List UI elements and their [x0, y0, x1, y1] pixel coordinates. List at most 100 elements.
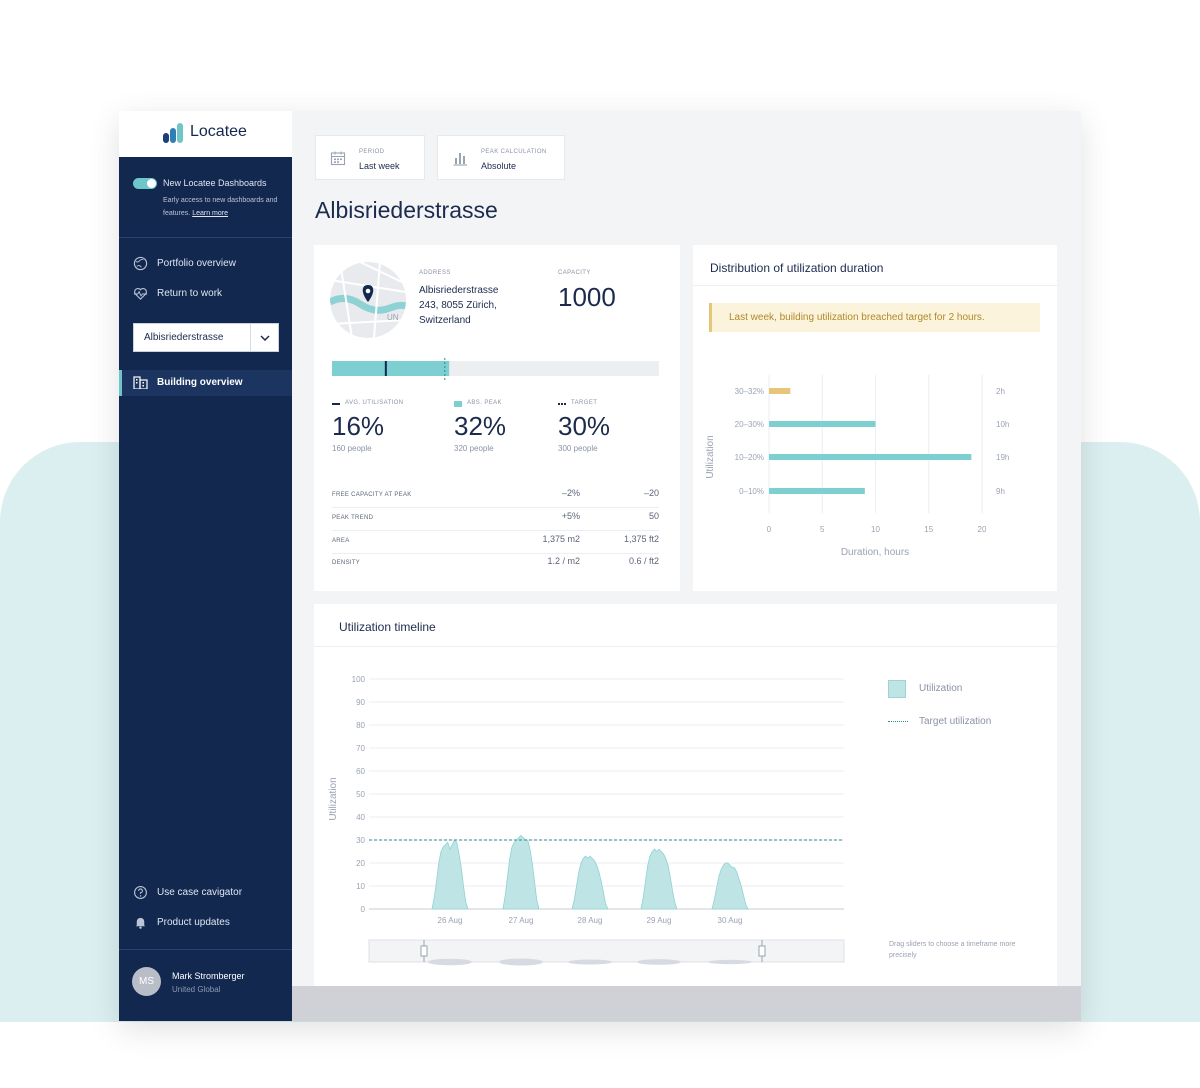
x-tick-label: 15 — [924, 525, 933, 534]
y-tick-label: 0 — [361, 905, 366, 914]
navigator-preview — [499, 958, 543, 966]
kpi-value: 30% — [558, 411, 611, 441]
peak-legend-swatch — [454, 401, 462, 407]
stat-value-relative: +5% — [561, 511, 580, 521]
y-tick-label: 80 — [356, 721, 365, 730]
x-tick-label: 0 — [767, 525, 772, 534]
user-org: United Global — [172, 985, 221, 994]
y-tick-label: 100 — [352, 675, 366, 684]
capacity-label: CAPACITY — [558, 270, 591, 276]
locatee-logo-icon — [163, 123, 183, 143]
sidebar-item-label: Return to work — [157, 288, 223, 299]
utilisation-bar-peak — [332, 361, 450, 376]
timeline-card: Utilization timeline Utilization 0 10 20 30… — [314, 604, 1057, 994]
kpi-value: 16% — [332, 411, 385, 441]
chevron-down-icon[interactable] — [250, 324, 278, 351]
target-breach-alert: Last week, building utilization breached… — [709, 303, 1040, 332]
x-tick-label: 10 — [871, 525, 880, 534]
learn-more-link[interactable]: Learn more — [192, 210, 228, 217]
avatar[interactable]: MS — [132, 967, 161, 996]
stat-value-absolute: 0.6 / ft2 — [628, 556, 659, 566]
stat-row: FREE CAPACITY AT PEAK –2% –20 — [332, 485, 659, 508]
target-legend-swatch — [558, 403, 566, 405]
kpi-label: AVG. UTILISATION — [345, 400, 404, 406]
brand-name: Locatee — [190, 123, 247, 140]
bar — [769, 421, 876, 427]
y-tick-label: 30 — [356, 836, 365, 845]
svg-text:UN: UN — [387, 313, 399, 322]
toggle-desc-text: Early access to new dashboards and featu… — [163, 197, 278, 217]
navigator-track — [368, 939, 845, 963]
period-value: Last week — [359, 161, 400, 171]
utilization-area — [640, 848, 678, 910]
sidebar-item-return-to-work[interactable]: Return to work — [133, 286, 222, 301]
bell-icon — [135, 917, 146, 929]
globe-icon — [133, 256, 148, 271]
peak-calculation-value: Absolute — [481, 161, 517, 171]
toggle-description: Early access to new dashboards and featu… — [163, 194, 283, 220]
distribution-ylabel: Utilization — [705, 435, 716, 478]
duration-label: 19h — [996, 453, 1009, 462]
y-tick-label: 50 — [356, 790, 365, 799]
new-dashboards-toggle[interactable] — [133, 178, 157, 189]
x-tick-label: 20 — [978, 525, 987, 534]
distribution-chart: Utilization Duration, hours 0 5 10 15 20 30–3… — [705, 375, 1009, 558]
timeline-title: Utilization timeline — [339, 620, 436, 634]
page-title: Albisriederstrasse — [315, 197, 498, 223]
kpi-sub: 160 people — [332, 444, 372, 453]
bottom-bar — [292, 986, 1081, 1021]
x-tick-label: 5 — [820, 525, 825, 534]
kpi-label: ABS. PEAK — [467, 400, 502, 406]
bar — [769, 488, 865, 494]
address-label: ADDRESS — [419, 270, 451, 276]
kpi-label: TARGET — [571, 400, 598, 406]
sidebar-item-product-updates[interactable]: Product updates — [133, 915, 230, 930]
utilisation-bar — [332, 358, 659, 380]
stat-label: DENSITY — [332, 560, 361, 566]
y-tick-label: 70 — [356, 744, 365, 753]
y-tick-label: 40 — [356, 813, 365, 822]
sidebar-item-label: Portfolio overview — [157, 258, 236, 269]
address-line: Switzerland — [419, 315, 471, 326]
capacity-value: 1000 — [558, 282, 616, 312]
card-divider — [693, 285, 1057, 286]
bar — [769, 454, 972, 460]
location-map-icon[interactable]: UN — [330, 262, 406, 338]
navigator-handle — [420, 945, 428, 957]
card-divider — [314, 646, 1057, 647]
kpi-sub: 300 people — [558, 444, 598, 453]
distribution-xlabel: Duration, hours — [841, 547, 909, 558]
bar — [769, 388, 791, 394]
calendar-icon — [330, 151, 346, 166]
sidebar-item-label: Product updates — [157, 917, 230, 928]
period-filter[interactable]: PERIOD Last week — [315, 135, 425, 180]
peak-calculation-filter[interactable]: PEAK CALCULATION Absolute — [437, 135, 565, 180]
user-name: Mark Stromberger — [172, 971, 245, 981]
distribution-title: Distribution of utilization duration — [710, 261, 884, 275]
sidebar-divider — [119, 949, 292, 950]
sidebar-item-building-overview-bg — [119, 370, 292, 396]
utilisation-bar-avg-marker — [384, 361, 387, 376]
legend-target-label: Target utilization — [919, 716, 992, 727]
kpi-value: 32% — [454, 411, 507, 441]
y-tick-label: 30–32% — [735, 387, 764, 396]
duration-label: 9h — [996, 487, 1005, 496]
sidebar-item-building-overview[interactable]: Building overview — [133, 376, 243, 389]
sidebar-item-use-case[interactable]: Use case cavigator — [133, 885, 242, 900]
y-tick-label: 60 — [356, 767, 365, 776]
stat-value-relative: 1,375 m2 — [542, 534, 580, 544]
y-tick-label: 90 — [356, 698, 365, 707]
x-tick-label: 27 Aug — [509, 916, 534, 925]
sidebar-item-portfolio[interactable]: Portfolio overview — [133, 256, 236, 271]
stat-value-absolute: 1,375 ft2 — [623, 534, 659, 544]
utilization-area — [571, 855, 609, 910]
y-tick-label: 10–20% — [735, 453, 764, 462]
stat-value-relative: –2% — [561, 488, 580, 498]
logo[interactable]: Locatee — [119, 111, 292, 157]
y-tick-label: 20 — [356, 859, 365, 868]
x-tick-label: 28 Aug — [578, 916, 603, 925]
navigator-handle — [758, 945, 766, 957]
x-tick-label: 26 Aug — [438, 916, 463, 925]
building-select[interactable]: Albisriederstrasse — [133, 323, 279, 352]
distribution-card: Distribution of utilization duration Las… — [693, 245, 1057, 591]
